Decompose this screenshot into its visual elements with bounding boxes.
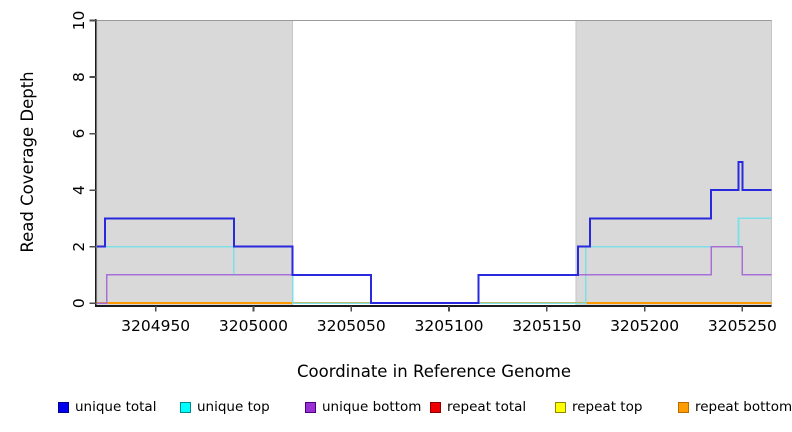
x-tick-label: 3205150 xyxy=(512,317,581,335)
y-tick-label: 8 xyxy=(70,72,88,82)
x-axis-title: Coordinate in Reference Genome xyxy=(297,362,571,381)
series-lines-layer xyxy=(97,160,772,305)
repeat-top-swatch-icon xyxy=(555,402,566,413)
unique-top-swatch-icon xyxy=(180,402,191,413)
legend-label: unique bottom xyxy=(322,399,422,415)
legend-label: repeat top xyxy=(572,399,643,415)
x-tick-label: 3205100 xyxy=(415,317,484,335)
axes-layer: 3204950 3205000 3205050 3205100 3205150 32052… xyxy=(70,11,777,335)
x-tick-label: 3205050 xyxy=(317,317,386,335)
y-axis-title: Read Coverage Depth xyxy=(18,71,37,252)
y-tick-label: 10 xyxy=(70,11,88,31)
x-tick-label: 3204950 xyxy=(121,317,190,335)
repeat-total-swatch-icon xyxy=(430,402,441,413)
legend-label: unique top xyxy=(197,399,270,415)
y-tick-label: 6 xyxy=(70,129,88,139)
x-tick-label: 3205200 xyxy=(610,317,679,335)
legend: unique total unique top unique bottom re… xyxy=(0,399,792,421)
legend-label: unique total xyxy=(75,399,157,415)
y-tick-label: 2 xyxy=(70,242,88,252)
shaded-region xyxy=(96,20,294,306)
unique-total-swatch-icon xyxy=(58,402,69,413)
x-tick-label: 3205250 xyxy=(708,317,777,335)
repeat-bottom-swatch-icon xyxy=(678,402,689,413)
legend-label: repeat bottom xyxy=(695,399,792,415)
y-tick-label: 4 xyxy=(70,185,88,195)
y-tick-label: 0 xyxy=(70,298,88,308)
unique-bottom-swatch-icon xyxy=(305,402,316,413)
shaded-regions-layer xyxy=(95,19,773,306)
series-unique-total xyxy=(97,160,772,305)
x-tick-label: 3205000 xyxy=(219,317,288,335)
legend-label: repeat total xyxy=(447,399,527,415)
